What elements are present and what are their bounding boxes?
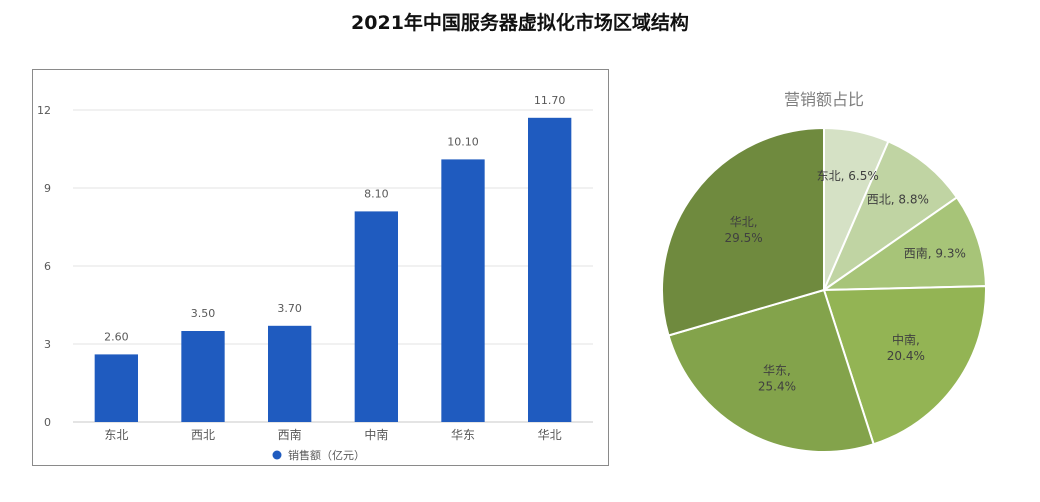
bar-chart-panel: 0 3 6 9 12 2.60 东北 3.50 西北 3.70 西南 8.10 中南 10.10 华东 11.… — [32, 69, 609, 466]
slice-label: 20.4% — [887, 349, 925, 363]
legend: 销售额（亿元） — [272, 448, 365, 462]
data-label: 3.70 — [277, 302, 302, 315]
data-label: 3.50 — [191, 307, 216, 320]
bar-chart: 0 3 6 9 12 2.60 东北 3.50 西北 3.70 西南 8.10 中南 10.10 华东 11.… — [37, 94, 593, 462]
bar — [94, 354, 138, 422]
y-tick-label: 6 — [44, 260, 51, 273]
slice-label: 西南, 9.3% — [904, 246, 966, 261]
y-tick-label: 0 — [44, 416, 51, 429]
x-tick-label: 西南 — [278, 427, 302, 442]
legend-marker — [272, 450, 282, 460]
slice-label: 西北, 8.8% — [867, 193, 929, 207]
slice-label: 25.4% — [758, 380, 796, 394]
pie-slice — [661, 126, 825, 337]
slice-label: 华东, — [763, 364, 791, 378]
pie-slice — [822, 285, 987, 446]
bar — [181, 331, 225, 422]
page-title: 2021年中国服务器虚拟化市场区域结构 — [351, 12, 689, 34]
x-tick-label: 西北 — [191, 428, 215, 442]
data-label: 10.10 — [447, 135, 479, 148]
pie-slice — [667, 288, 875, 453]
bar — [268, 325, 312, 422]
slice-label: 29.5% — [725, 231, 763, 245]
bar — [528, 117, 572, 423]
legend-label: 销售额（亿元） — [288, 448, 365, 462]
data-label: 8.10 — [364, 187, 389, 200]
data-label: 2.60 — [104, 330, 129, 343]
y-tick-label: 3 — [44, 338, 51, 351]
x-tick-label: 华北 — [538, 428, 562, 442]
bar — [441, 159, 485, 422]
bar — [354, 211, 398, 422]
x-tick-label: 华东 — [451, 428, 475, 442]
pie-chart-panel: 营销额占比东北, 6.5% 西北, 8.8% 西南, 9.3% 中南, 20.4% 华东,… — [650, 80, 1000, 470]
y-tick-label: 9 — [44, 182, 51, 195]
data-label: 11.70 — [534, 94, 566, 107]
slice-label: 中南, — [892, 332, 920, 347]
x-tick-label: 东北 — [104, 428, 128, 442]
slice-label: 东北, 6.5% — [817, 169, 879, 183]
slice-label: 华北, — [730, 215, 758, 229]
pie-slice — [820, 196, 987, 292]
pie-title: 营销额占比 — [784, 90, 864, 109]
x-tick-label: 中南 — [364, 427, 388, 442]
pie-slice — [821, 140, 959, 293]
y-tick-label: 12 — [37, 104, 51, 117]
